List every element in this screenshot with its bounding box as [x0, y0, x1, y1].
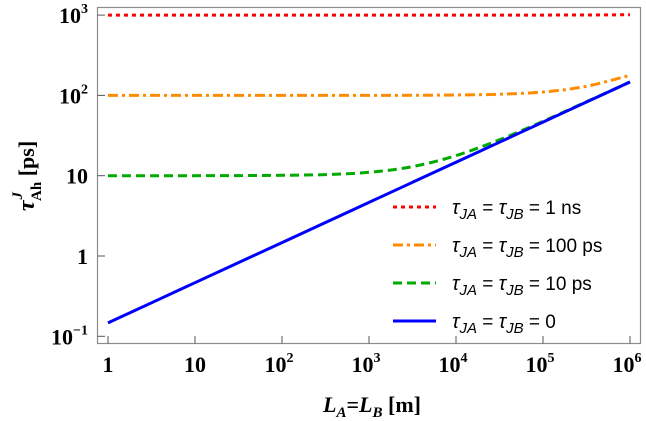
x-tick-label: 106: [613, 351, 642, 377]
x-tick-labels: 1 10 102 103 104 105 106: [103, 351, 642, 377]
legend-entry: τJA = τJB = 10 ps: [452, 273, 592, 299]
data-series: [107, 13, 631, 325]
legend-entry: τJA = τJB = 0: [452, 311, 556, 337]
y-axis-label: τJ Ah [ps]: [10, 141, 45, 211]
y-tick-label: 10: [66, 164, 88, 189]
legend-entry: τJA = τJB = 100 ps: [452, 235, 602, 261]
x-tick-label: 104: [439, 351, 468, 377]
x-tick-label: 102: [265, 351, 294, 377]
series-line: [108, 80, 631, 178]
axis-ticks: [97, 14, 631, 344]
x-tick-label: 105: [526, 351, 555, 377]
y-tick-label: 1: [77, 244, 88, 269]
y-tick-label: 103: [59, 2, 88, 28]
series-line: [108, 73, 631, 97]
x-axis-label: LA=LB [m]: [322, 392, 421, 421]
y-tick-label: 10−1: [51, 323, 88, 349]
x-tick-label: 10: [184, 352, 206, 377]
x-tick-label: 1: [103, 352, 114, 377]
series-line: [107, 80, 631, 325]
legend: τJA = τJB = 1 ns τJA = τJB = 100 ps τJA = …: [393, 197, 602, 337]
y-tick-label: 102: [59, 82, 88, 108]
x-tick-label: 103: [352, 351, 381, 377]
legend-entry: τJA = τJB = 1 ns: [452, 197, 581, 223]
